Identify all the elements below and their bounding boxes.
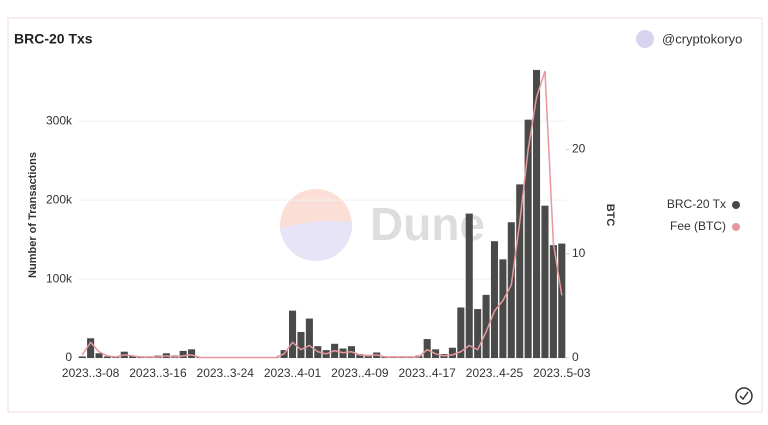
bar — [541, 205, 549, 358]
legend-swatch — [732, 201, 740, 209]
y-tick-label: 300k — [46, 113, 73, 127]
y2-tick-label: 0 — [572, 350, 579, 364]
bar — [289, 310, 297, 358]
x-tick-label: 2023..3-08 — [62, 366, 120, 380]
bar — [549, 245, 557, 358]
bar — [356, 354, 364, 358]
x-tick-label: 2023..3-24 — [197, 366, 255, 380]
check-icon[interactable] — [735, 387, 753, 405]
x-tick-label: 2023..4-01 — [264, 366, 322, 380]
x-tick-label: 2023..4-25 — [466, 366, 524, 380]
line — [81, 70, 563, 359]
bar — [129, 355, 137, 358]
bar — [507, 222, 515, 358]
author: @cryptokoryo — [662, 31, 742, 46]
bar — [188, 349, 196, 358]
bar — [516, 184, 524, 358]
x-tick-label: 2023..4-09 — [331, 366, 389, 380]
y-axis-label: Number of Transactions — [27, 152, 39, 278]
bar — [482, 294, 490, 358]
author-icon — [636, 30, 654, 48]
bar — [297, 331, 305, 358]
y-tick-label: 100k — [46, 271, 73, 285]
x-tick-label: 2023..4-17 — [398, 366, 456, 380]
watermark-logo — [280, 189, 353, 262]
bar — [179, 350, 187, 358]
y-tick-label: 200k — [46, 192, 73, 206]
y2-tick-label: 20 — [572, 142, 586, 156]
bar — [305, 318, 313, 358]
bar — [457, 307, 465, 358]
bar — [524, 119, 532, 359]
x-tick-label: 2023..5-03 — [533, 366, 591, 380]
bar — [95, 353, 103, 358]
y2-tick-label: 10 — [572, 246, 586, 260]
bar — [78, 356, 86, 358]
x-tick-label: 2023..3-16 — [129, 366, 187, 380]
bar — [499, 259, 507, 358]
bar — [474, 309, 482, 358]
bar — [87, 338, 95, 358]
bar — [465, 213, 473, 358]
bar — [490, 241, 499, 358]
card — [7, 17, 763, 413]
legend-label: BRC-20 Tx — [667, 197, 726, 211]
y-tick-label: 0 — [65, 350, 72, 364]
chart-title: BRC-20 Txs — [14, 31, 93, 47]
legend-swatch — [732, 223, 740, 231]
bar — [448, 347, 456, 358]
legend-label: Fee (BTC) — [670, 219, 726, 233]
bar — [558, 243, 566, 358]
bar — [103, 356, 111, 358]
bar — [533, 69, 541, 358]
y2-axis-label: BTC — [604, 204, 616, 227]
bar — [423, 339, 431, 358]
